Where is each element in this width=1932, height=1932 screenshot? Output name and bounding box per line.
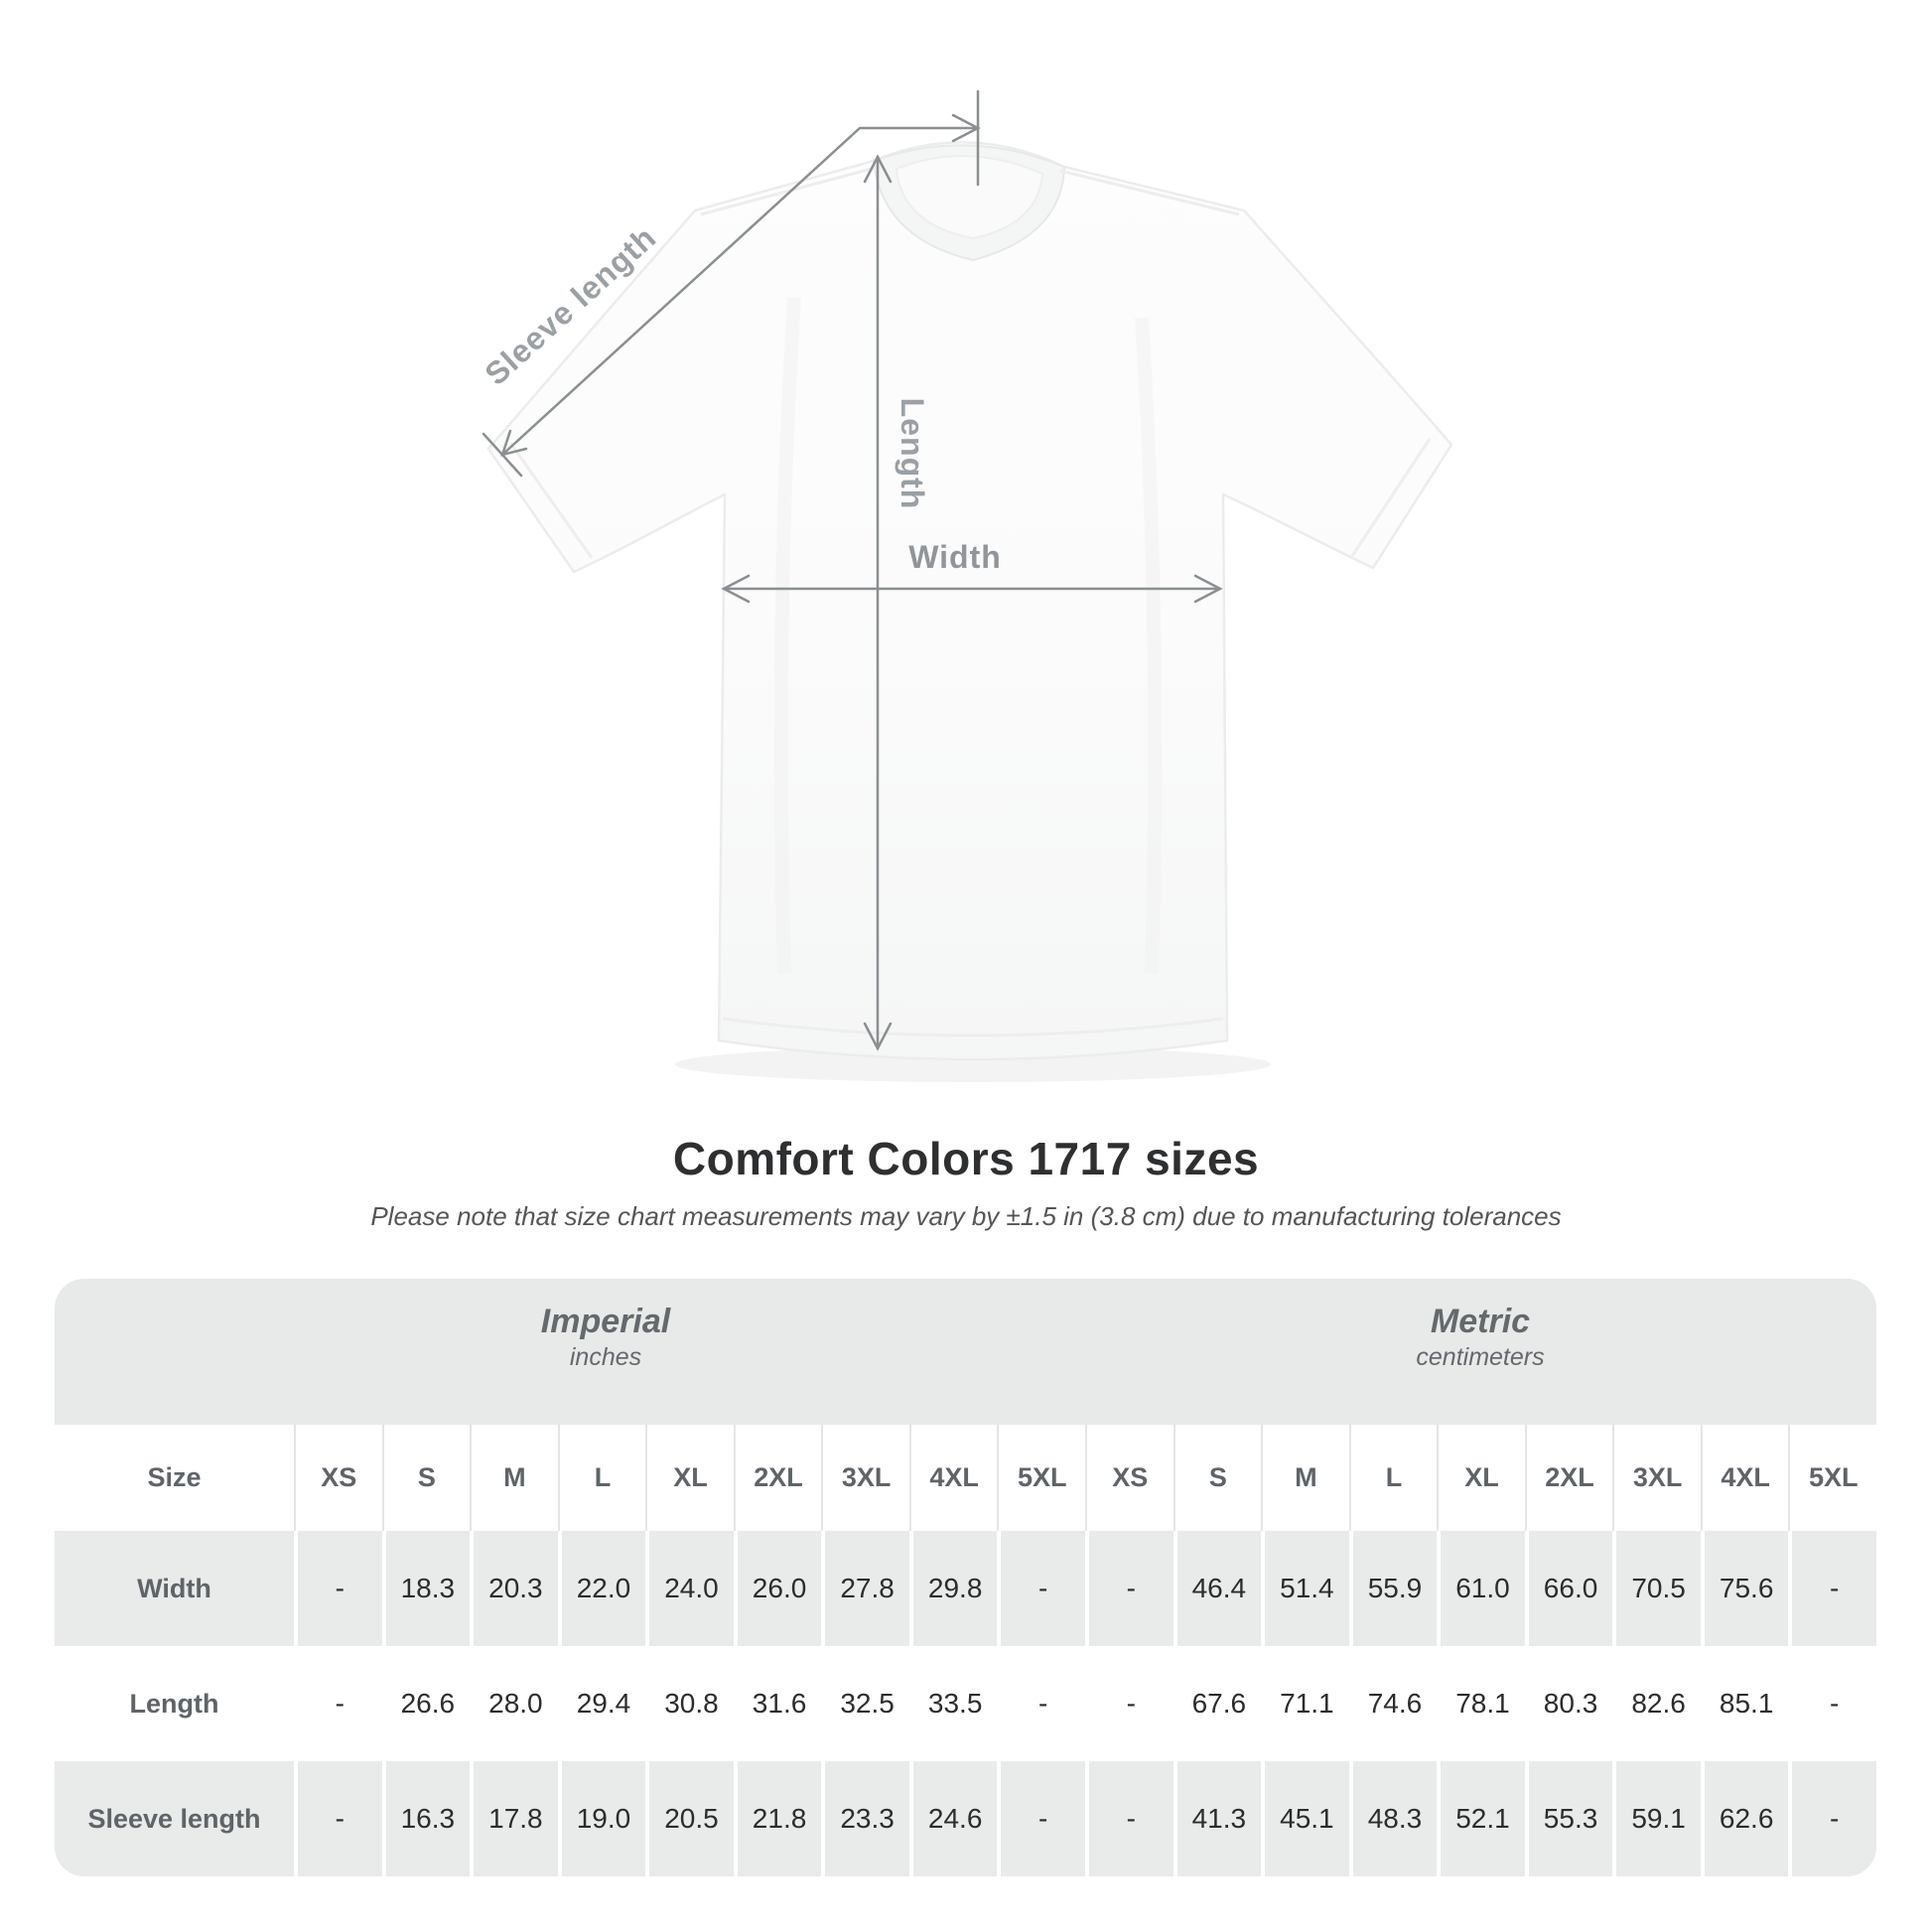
size-header-cell: 5XL	[997, 1425, 1085, 1531]
value-cell: -	[997, 1531, 1085, 1646]
shirt-shadow	[675, 1046, 1271, 1082]
metric-unit: centimeters	[1416, 1343, 1545, 1371]
size-header-cell: 5XL	[1788, 1425, 1876, 1531]
tolerance-note: Please note that size chart measurements…	[370, 1201, 1562, 1231]
metric-header: Metric centimeters	[1416, 1279, 1544, 1374]
size-header-cell: 3XL	[821, 1425, 909, 1531]
size-header-cell: XS	[294, 1425, 382, 1531]
sleeve-length-arrow	[482, 89, 981, 478]
value-cell: 85.1	[1700, 1646, 1789, 1761]
page-title: Comfort Colors 1717 sizes	[672, 1133, 1260, 1184]
size-header-cell: XS	[1085, 1425, 1173, 1531]
value-cell: 67.6	[1173, 1646, 1262, 1761]
size-header-cell: 2XL	[1524, 1425, 1613, 1531]
tshirt-measurement-diagram: Sleeve length Length Width	[478, 89, 1453, 1082]
value-cell: 20.5	[645, 1761, 734, 1876]
value-cell: -	[294, 1761, 382, 1876]
size-header-cell: XL	[1437, 1425, 1525, 1531]
units-band: Imperial inches Metric centimeters	[55, 1279, 1876, 1425]
value-cell: 74.6	[1348, 1646, 1438, 1761]
value-cell: 61.0	[1437, 1531, 1525, 1646]
imperial-unit: inches	[569, 1343, 642, 1371]
value-cell: 24.0	[645, 1531, 734, 1646]
value-cell: -	[1085, 1531, 1173, 1646]
imperial-header: Imperial inches	[541, 1279, 670, 1374]
size-column-header: Size	[55, 1425, 294, 1531]
value-cell: 55.9	[1348, 1531, 1438, 1646]
measurement-lines	[482, 89, 1223, 1051]
value-cell: 24.6	[908, 1761, 998, 1876]
size-table-panel: Imperial inches Metric centimeters Size X…	[55, 1279, 1876, 1876]
size-header-cell: 4XL	[908, 1425, 998, 1531]
value-cell: 21.8	[733, 1761, 822, 1876]
value-cell: 16.3	[381, 1761, 471, 1876]
tshirt-illustration	[486, 141, 1453, 1061]
value-cell: 70.5	[1612, 1531, 1701, 1646]
value-cell: 30.8	[645, 1646, 734, 1761]
value-cell: -	[294, 1531, 382, 1646]
value-cell: 26.0	[733, 1531, 822, 1646]
size-header-cell: S	[1173, 1425, 1262, 1531]
value-cell: 82.6	[1612, 1646, 1701, 1761]
value-cell: 32.5	[821, 1646, 909, 1761]
size-header-cell: S	[381, 1425, 471, 1531]
value-cell: 55.3	[1524, 1761, 1613, 1876]
size-table: Size XS S M L XL 2XL 3XL 4XL 5XL XS S M L XL 2XL 3XL 4XL 5…	[55, 1425, 1876, 1876]
length-arrow	[863, 154, 893, 1051]
value-cell: -	[997, 1761, 1085, 1876]
value-cell: 78.1	[1437, 1646, 1525, 1761]
value-cell: 28.0	[470, 1646, 558, 1761]
width-label: Width	[908, 539, 1002, 575]
value-cell: 33.5	[908, 1646, 998, 1761]
row-label: Sleeve length	[55, 1761, 294, 1876]
value-cell: 22.0	[557, 1531, 646, 1646]
size-header-cell: XL	[645, 1425, 734, 1531]
width-arrow	[721, 574, 1223, 604]
value-cell: 29.8	[908, 1531, 998, 1646]
metric-title: Metric	[1430, 1303, 1531, 1340]
value-cell: -	[1788, 1761, 1876, 1876]
size-header-cell: M	[470, 1425, 558, 1531]
size-header-cell: M	[1261, 1425, 1349, 1531]
value-cell: 48.3	[1348, 1761, 1438, 1876]
value-cell: 66.0	[1524, 1531, 1613, 1646]
value-cell: -	[1085, 1646, 1173, 1761]
value-cell: 46.4	[1173, 1531, 1262, 1646]
row-label: Width	[55, 1531, 294, 1646]
size-header-cell: L	[1348, 1425, 1438, 1531]
row-label: Length	[55, 1646, 294, 1761]
value-cell: 80.3	[1524, 1646, 1613, 1761]
value-cell: 23.3	[821, 1761, 909, 1876]
value-cell: 45.1	[1261, 1761, 1349, 1876]
value-cell: 41.3	[1173, 1761, 1262, 1876]
size-header-cell: 3XL	[1612, 1425, 1701, 1531]
value-cell: 18.3	[381, 1531, 471, 1646]
value-cell: 27.8	[821, 1531, 909, 1646]
length-label: Length	[895, 398, 930, 510]
value-cell: -	[997, 1646, 1085, 1761]
value-cell: 31.6	[733, 1646, 822, 1761]
value-cell: -	[1788, 1646, 1876, 1761]
value-cell: -	[294, 1646, 382, 1761]
size-header-cell: 4XL	[1700, 1425, 1789, 1531]
value-cell: 75.6	[1700, 1531, 1789, 1646]
value-cell: -	[1788, 1531, 1876, 1646]
value-cell: 26.6	[381, 1646, 471, 1761]
value-cell: 29.4	[557, 1646, 646, 1761]
value-cell: 52.1	[1437, 1761, 1525, 1876]
size-header-cell: L	[557, 1425, 646, 1531]
value-cell: 59.1	[1612, 1761, 1701, 1876]
value-cell: 71.1	[1261, 1646, 1349, 1761]
value-cell: 20.3	[470, 1531, 558, 1646]
value-cell: 19.0	[557, 1761, 646, 1876]
imperial-title: Imperial	[540, 1303, 671, 1340]
value-cell: -	[1085, 1761, 1173, 1876]
value-cell: 51.4	[1261, 1531, 1349, 1646]
size-header-cell: 2XL	[733, 1425, 822, 1531]
value-cell: 62.6	[1700, 1761, 1789, 1876]
value-cell: 17.8	[470, 1761, 558, 1876]
